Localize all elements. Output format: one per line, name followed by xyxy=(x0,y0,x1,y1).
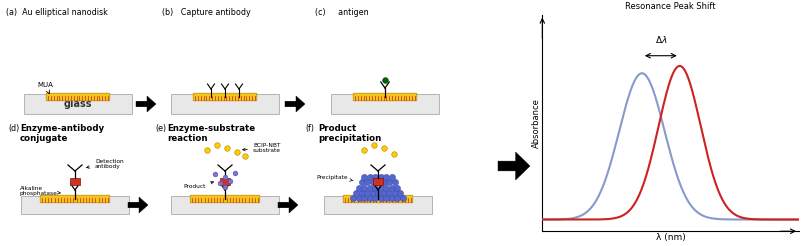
Text: (b)   Capture antibody: (b) Capture antibody xyxy=(162,8,251,17)
Text: Enzyme-substrate: Enzyme-substrate xyxy=(167,124,255,133)
Polygon shape xyxy=(128,197,148,213)
Bar xyxy=(331,94,439,114)
Bar xyxy=(373,178,383,185)
FancyBboxPatch shape xyxy=(46,93,110,101)
Text: (a)  Au elliptical nanodisk: (a) Au elliptical nanodisk xyxy=(6,8,108,17)
Text: $\Delta\lambda$: $\Delta\lambda$ xyxy=(654,34,667,46)
Bar xyxy=(70,178,80,185)
Y-axis label: Absorbance: Absorbance xyxy=(532,98,541,148)
Bar xyxy=(24,94,132,114)
Text: Precipitate: Precipitate xyxy=(316,174,353,181)
X-axis label: λ (nm): λ (nm) xyxy=(656,233,685,242)
Polygon shape xyxy=(136,96,156,112)
Bar xyxy=(220,178,230,185)
Text: Product: Product xyxy=(318,124,356,133)
Text: (e): (e) xyxy=(155,124,166,133)
Text: BCIP-NBT
substrate: BCIP-NBT substrate xyxy=(243,143,281,154)
Bar xyxy=(324,196,432,214)
FancyBboxPatch shape xyxy=(343,195,413,203)
Text: (f): (f) xyxy=(305,124,314,133)
Bar xyxy=(171,196,279,214)
Text: Detection
antibody: Detection antibody xyxy=(86,159,123,169)
FancyBboxPatch shape xyxy=(190,195,260,203)
Text: MUA: MUA xyxy=(37,82,53,94)
Text: Product: Product xyxy=(183,181,214,189)
FancyBboxPatch shape xyxy=(193,93,257,101)
Text: (c)     antigen: (c) antigen xyxy=(315,8,369,17)
Bar xyxy=(171,94,279,114)
Text: (d): (d) xyxy=(8,124,19,133)
Polygon shape xyxy=(498,152,530,180)
Text: Alkaline
phosphatase: Alkaline phosphatase xyxy=(20,185,61,196)
Title: Resonance Peak Shift: Resonance Peak Shift xyxy=(625,2,716,11)
Polygon shape xyxy=(278,197,298,213)
FancyBboxPatch shape xyxy=(353,93,416,101)
Polygon shape xyxy=(285,96,305,112)
Text: precipitation: precipitation xyxy=(318,134,381,143)
Text: reaction: reaction xyxy=(167,134,207,143)
Bar xyxy=(21,196,129,214)
Text: conjugate: conjugate xyxy=(20,134,69,143)
Text: glass: glass xyxy=(64,99,92,109)
Text: Enzyme-antibody: Enzyme-antibody xyxy=(20,124,104,133)
FancyBboxPatch shape xyxy=(40,195,110,203)
